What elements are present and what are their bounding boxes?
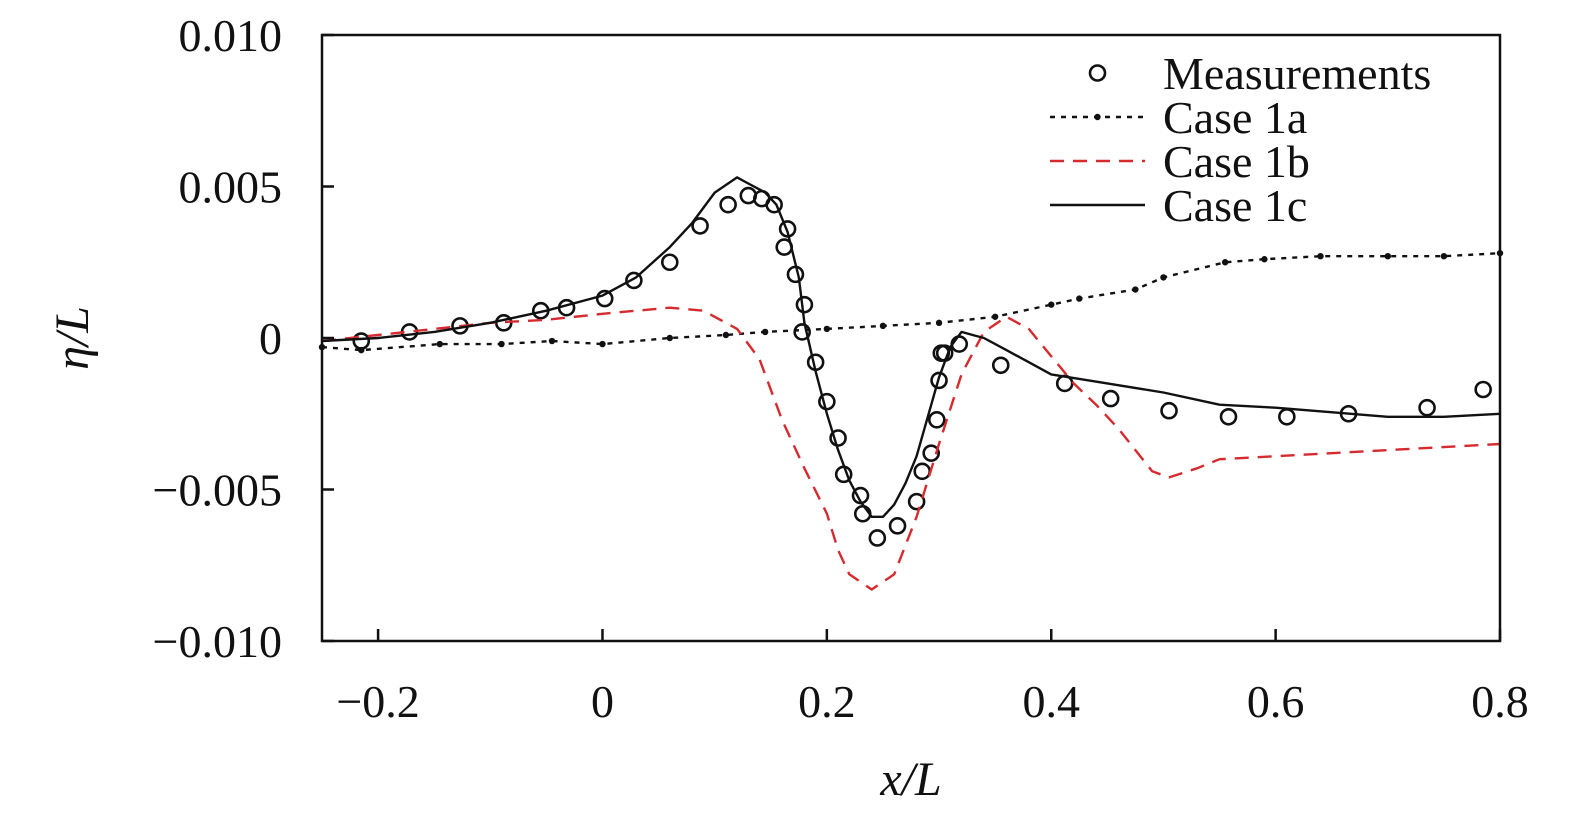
measurement-point [786,265,805,284]
y-tick-label: −0.005 [153,465,282,516]
plot-frame [320,33,1502,643]
measurement-point [1278,407,1296,426]
series-point-case-1a [436,340,443,348]
series-line-case-1c [321,176,1501,518]
series-point-case-1a [1160,274,1167,281]
measurement-point [928,411,946,429]
series-point-case-1a [498,340,505,348]
legend-label-case-1a: Case 1a [1163,92,1307,143]
x-tick-label: −0.2 [336,676,419,727]
series-point-case-1a [1261,256,1268,263]
series-point-case-1a [1384,252,1392,260]
series-point-case-1a [761,328,769,336]
measurement-point [719,195,737,214]
measurement-point [1101,389,1120,408]
series-point-case-1a [879,322,887,330]
measurement-point [913,462,932,481]
measurement-point [352,332,371,350]
y-axis-label: η/L [46,306,99,370]
series-point-case-1a [1076,295,1083,302]
measurement-point [922,444,940,462]
measurement-point [930,371,948,390]
x-tick-label: 0.6 [1247,676,1305,727]
series-point-case-1a [599,340,606,348]
axis-ticks: −0.2 0 0.2 0.4 0.6 0.8 0.010 0.005 0 −0.005 −0.010 [153,10,1529,727]
measurement-point [595,289,614,308]
legend-label-case-1c: Case 1c [1163,180,1307,231]
series-point-case-1a [1440,252,1448,260]
measurement-point [795,295,814,314]
series-point-case-1a [722,331,730,339]
series-point-case-1a [666,334,673,342]
measurement-point [793,323,811,341]
y-tick-label: −0.010 [153,616,282,667]
x-tick-label: 0.4 [1022,676,1080,727]
y-tick-label: 0.005 [179,162,283,213]
measurement-point [1418,398,1436,417]
measurement-point [829,429,847,447]
measurement-point [691,217,709,235]
series-point-case-1a [1048,301,1055,308]
legend-label-case-1b: Case 1b [1163,136,1310,187]
measurement-point [1474,380,1492,399]
measurement-point [868,529,887,547]
series-point-case-1a [935,319,943,327]
y-tick-label: 0 [259,313,282,364]
series-point-case-1a [823,325,831,333]
measurement-point [907,492,926,511]
x-tick-label: 0.8 [1471,676,1529,727]
series-point-case-1a [1317,252,1324,260]
measurement-point [660,253,679,272]
series-point-case-1a [358,346,365,354]
legend-label-measurements: Measurements [1163,48,1431,99]
measurement-point [1160,401,1178,420]
measurement-point [1219,407,1238,426]
x-tick-label: 0.2 [798,676,856,727]
series-point-case-1a [991,313,999,320]
measurement-point [765,195,783,214]
legend-symbol-measurements [1088,64,1107,82]
x-axis-label: x/L [879,753,941,806]
measurement-point [625,271,643,290]
y-tick-label: 0.010 [179,10,283,61]
plot-series [318,176,1504,591]
series-point-case-1a [548,337,556,345]
measurement-point [991,356,1010,375]
series-line-case-1a [321,252,1501,352]
measurement-point [888,517,907,535]
series-line-case-1b [321,306,1501,591]
series-point-case-1a [1132,286,1139,293]
series-point-case-1a [1221,259,1229,266]
x-tick-label: 0 [591,676,614,727]
legend-point-case-1a [1094,113,1101,121]
